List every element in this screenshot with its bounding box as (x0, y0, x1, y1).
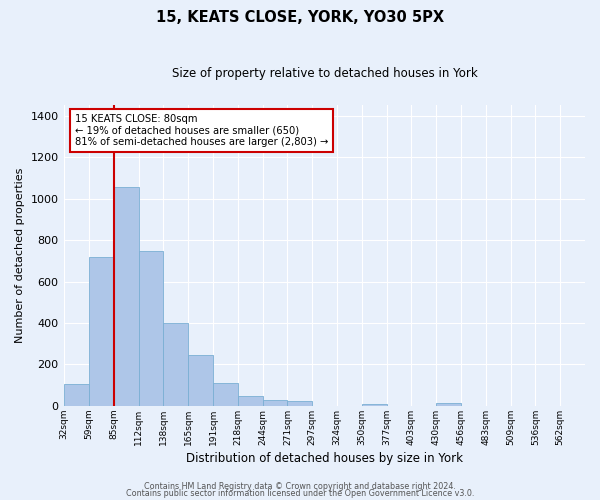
Text: Contains HM Land Registry data © Crown copyright and database right 2024.: Contains HM Land Registry data © Crown c… (144, 482, 456, 491)
Bar (436, 403, 461, 406)
X-axis label: Distribution of detached houses by size in York: Distribution of detached houses by size … (186, 452, 463, 465)
Bar (238, 396, 263, 406)
Y-axis label: Number of detached properties: Number of detached properties (15, 168, 25, 344)
Bar (89, 256, 114, 406)
Text: 15, KEATS CLOSE, YORK, YO30 5PX: 15, KEATS CLOSE, YORK, YO30 5PX (156, 10, 444, 25)
Bar (163, 323, 188, 406)
Bar (64, 384, 89, 406)
Bar (362, 404, 386, 406)
Bar (114, 187, 139, 406)
Text: 15 KEATS CLOSE: 80sqm
← 19% of detached houses are smaller (650)
81% of semi-det: 15 KEATS CLOSE: 80sqm ← 19% of detached … (74, 114, 328, 148)
Bar (213, 384, 238, 406)
Bar (139, 251, 163, 406)
Text: Contains public sector information licensed under the Open Government Licence v3: Contains public sector information licen… (126, 490, 474, 498)
Bar (188, 356, 213, 406)
Bar (287, 401, 312, 406)
Bar (263, 400, 287, 406)
Title: Size of property relative to detached houses in York: Size of property relative to detached ho… (172, 68, 478, 80)
